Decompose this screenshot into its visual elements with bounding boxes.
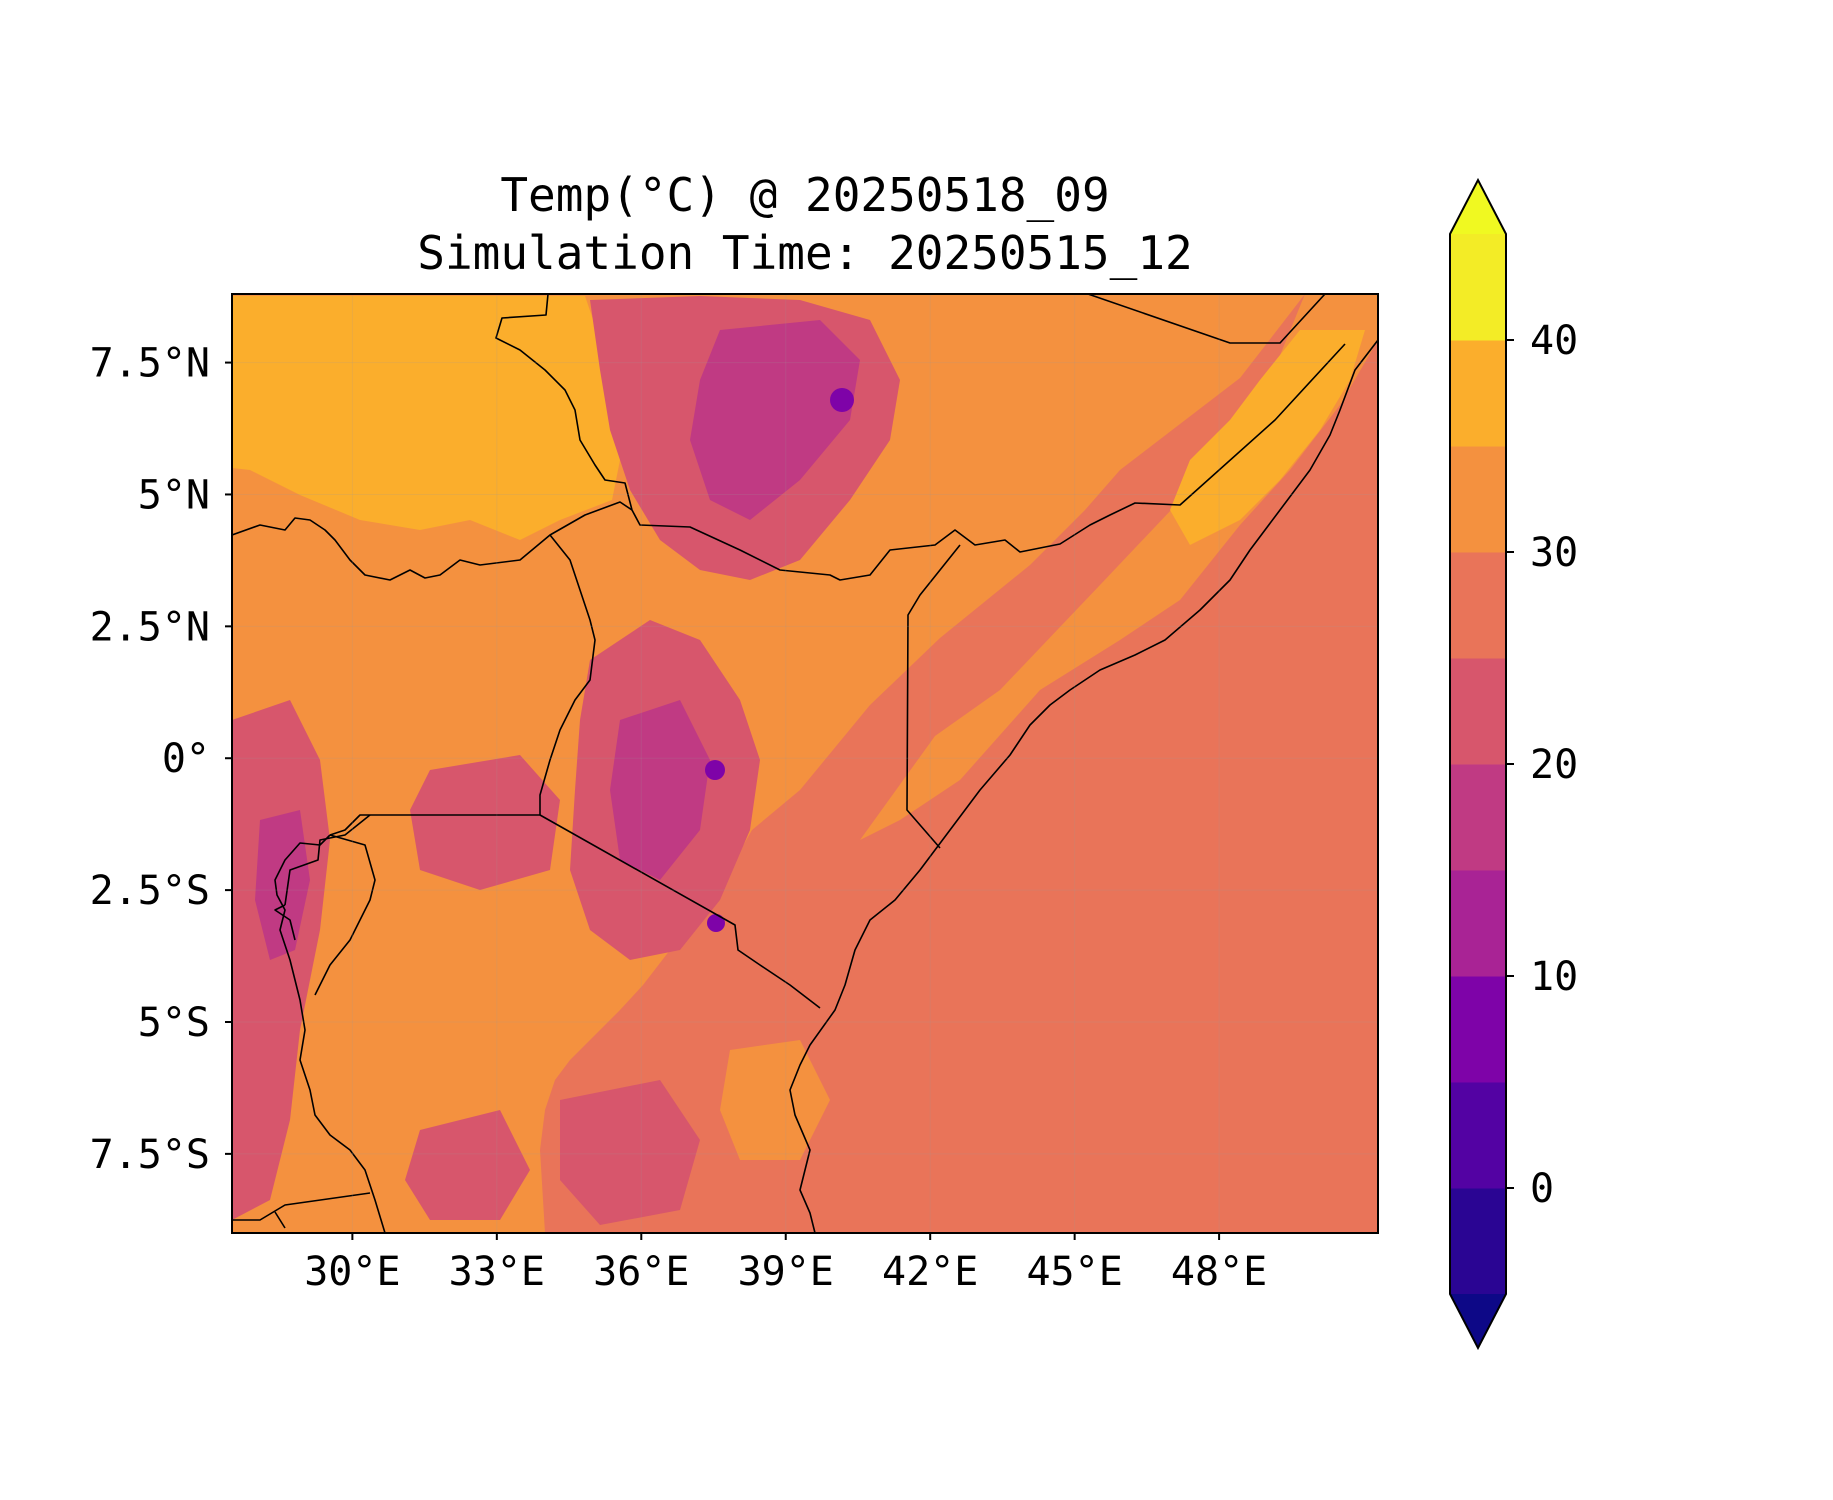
- colorbar-level: [1450, 340, 1506, 447]
- colorbar-level: [1450, 870, 1506, 977]
- colorbar-tick-label: 20: [1530, 742, 1578, 788]
- cool-region-western-rift: [232, 700, 330, 1220]
- cooler-region-ethiopia: [690, 320, 860, 520]
- colorbar-extend-under: [1450, 1294, 1506, 1348]
- colorbar-level: [1450, 1082, 1506, 1189]
- graticule: [232, 294, 1378, 1233]
- y-tick-label: 2.5°S: [90, 868, 210, 914]
- map-title-line-2: Simulation Time: 20250515_12: [417, 226, 1193, 280]
- y-tick-label: 5°S: [138, 1000, 210, 1046]
- colorbar-tick-label: 0: [1530, 1166, 1554, 1212]
- y-tick-label: 5°N: [138, 472, 210, 518]
- y-tick-label: 7.5°S: [90, 1132, 210, 1178]
- cool-region-tanzania-central: [405, 1110, 530, 1220]
- colorbar-outline: [1449, 177, 1507, 1351]
- colorbar-tick-label: 30: [1530, 530, 1578, 576]
- cool-region-tanzania-south: [560, 1080, 700, 1225]
- y-tick-label: 0°: [162, 736, 210, 782]
- x-tick-label: 39°E: [738, 1249, 834, 1295]
- axis-ticks: 30°E 33°E 36°E 39°E 42°E 45°E 48°E 7.5°N 5°N 2.5°…: [90, 341, 1268, 1295]
- cold-spot-kilimanjaro: [707, 914, 725, 932]
- temperature-map: [232, 294, 1378, 1233]
- colorbar-level: [1450, 446, 1506, 553]
- cool-region-lake-victoria: [410, 755, 560, 890]
- colorbar-level: [1450, 976, 1506, 1083]
- y-tick-label: 2.5°N: [90, 604, 210, 650]
- colorbar-tick-label: 10: [1530, 954, 1578, 1000]
- colorbar: 0 10 20 30 40: [1449, 177, 1578, 1351]
- x-tick-label: 45°E: [1026, 1249, 1122, 1295]
- hot-region-northwest: [232, 296, 622, 540]
- warm-patch-tanzania: [720, 1040, 830, 1160]
- y-tick-label: 7.5°N: [90, 341, 210, 387]
- x-tick-label: 36°E: [593, 1249, 689, 1295]
- x-tick-label: 42°E: [882, 1249, 978, 1295]
- colorbar-level: [1450, 658, 1506, 765]
- x-tick-label: 33°E: [449, 1249, 545, 1295]
- map-frame: [231, 293, 1379, 1234]
- colorbar-level: [1450, 764, 1506, 871]
- colorbar-level: [1450, 234, 1506, 341]
- map-title-line-1: Temp(°C) @ 20250518_09: [500, 168, 1110, 222]
- cold-spot-mt-kenya: [705, 760, 725, 780]
- colorbar-level: [1450, 1188, 1506, 1295]
- cooler-region-kenya: [610, 700, 710, 880]
- colorbar-tick-label: 40: [1530, 318, 1578, 364]
- x-tick-label: 48°E: [1171, 1249, 1267, 1295]
- cold-spot-ethiopia: [830, 388, 854, 412]
- country-borders: [232, 294, 1378, 1233]
- colorbar-level: [1450, 552, 1506, 659]
- x-tick-label: 30°E: [304, 1249, 400, 1295]
- colorbar-extend-over: [1450, 180, 1506, 234]
- hot-region-northeast: [1170, 330, 1365, 545]
